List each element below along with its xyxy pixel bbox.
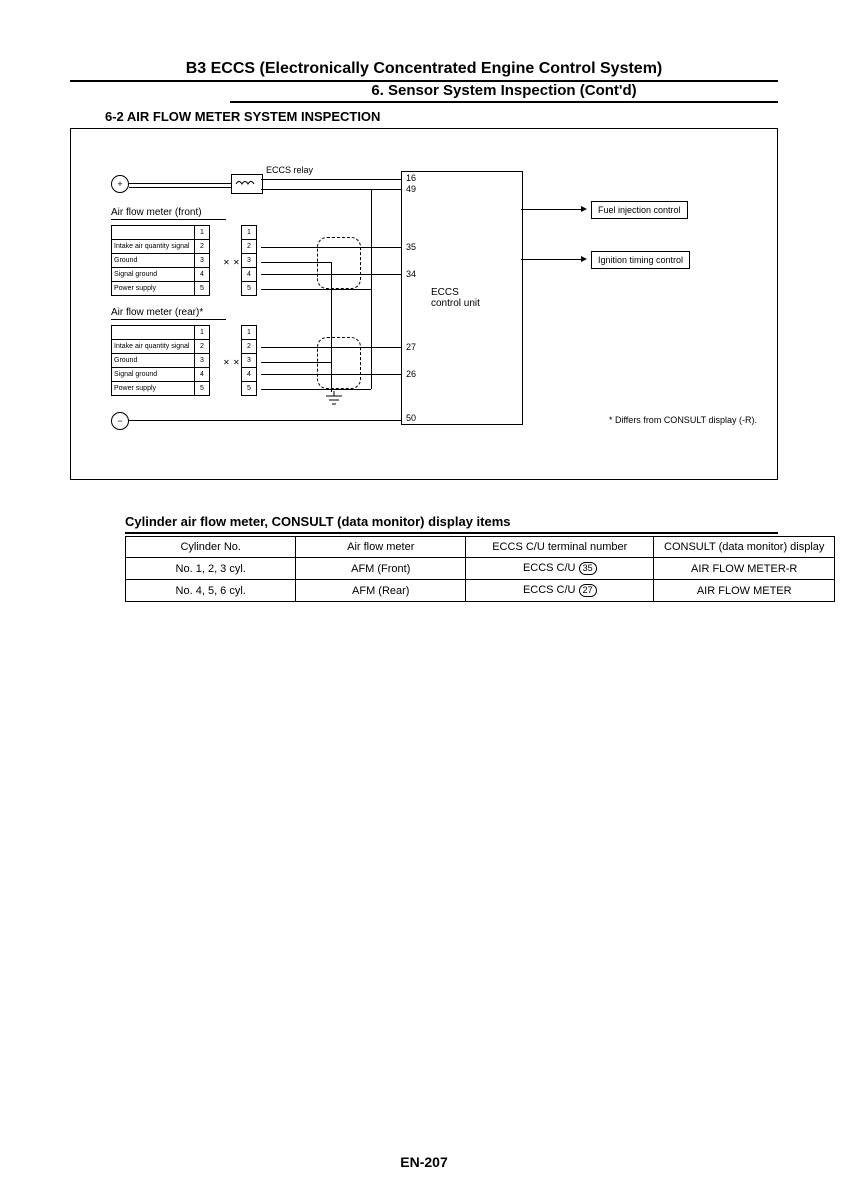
rear-meter-table: 1 Intake air quantity signal2 Ground3 Si…	[111, 325, 210, 396]
pin-label: 49	[406, 184, 416, 194]
cell: ECCS C/U 27	[466, 580, 654, 602]
col-header: CONSULT (data monitor) display	[654, 537, 835, 558]
coil-icon	[235, 179, 259, 189]
minus-terminal-icon: −	[111, 412, 129, 430]
connector-x-icon: ✕	[223, 258, 230, 267]
relay-label: ECCS relay	[266, 165, 313, 175]
cell: No. 1, 2, 3 cyl.	[126, 558, 296, 580]
shield-icon	[317, 237, 361, 289]
consult-display-table: Cylinder No. Air flow meter ECCS C/U ter…	[125, 536, 835, 602]
ground-icon	[324, 391, 344, 412]
connector-x-icon: ✕	[233, 258, 240, 267]
cell: AIR FLOW METER	[654, 580, 835, 602]
pin-label: 50	[406, 413, 416, 423]
wiring-diagram: + ECCS relay Air flow meter (front) 1 In…	[70, 128, 778, 480]
cell: AFM (Rear)	[296, 580, 466, 602]
arrow-right-icon	[521, 259, 581, 260]
col-header: ECCS C/U terminal number	[466, 537, 654, 558]
col-header: Cylinder No.	[126, 537, 296, 558]
front-meter-table: 1 Intake air quantity signal2 Ground3 Si…	[111, 225, 210, 296]
pin-label: 16	[406, 173, 416, 183]
fuel-injection-box: Fuel injection control	[591, 201, 688, 219]
table-row: No. 1, 2, 3 cyl. AFM (Front) ECCS C/U 35…	[126, 558, 835, 580]
cell: AIR FLOW METER-R	[654, 558, 835, 580]
front-meter-title: Air flow meter (front)	[111, 207, 226, 220]
arrow-right-icon	[521, 209, 581, 210]
eccs-relay-icon	[231, 174, 263, 194]
table-row: No. 4, 5, 6 cyl. AFM (Rear) ECCS C/U 27 …	[126, 580, 835, 602]
plus-terminal-icon: +	[111, 175, 129, 193]
pin-label: 27	[406, 342, 416, 352]
control-unit-label: ECCS control unit	[431, 287, 480, 309]
rear-meter-title: Air flow meter (rear)*	[111, 307, 226, 320]
front-connector: 1 2 3 4 5	[241, 225, 257, 296]
table-title: Cylinder air flow meter, CONSULT (data m…	[125, 514, 778, 534]
section-heading: 6-2 AIR FLOW METER SYSTEM INSPECTION	[105, 109, 798, 124]
pin-label: 26	[406, 369, 416, 379]
cell: ECCS C/U 35	[466, 558, 654, 580]
cell: AFM (Front)	[296, 558, 466, 580]
connector-x-icon: ✕	[233, 358, 240, 367]
pin-label: 35	[406, 242, 416, 252]
diagram-footnote: * Differs from CONSULT display (-R).	[609, 415, 757, 425]
cell: No. 4, 5, 6 cyl.	[126, 580, 296, 602]
ignition-timing-box: Ignition timing control	[591, 251, 690, 269]
pin-label: 34	[406, 269, 416, 279]
col-header: Air flow meter	[296, 537, 466, 558]
page-number: EN-207	[0, 1154, 848, 1170]
main-title: B3 ECCS (Electronically Concentrated Eng…	[70, 60, 778, 82]
connector-x-icon: ✕	[223, 358, 230, 367]
rear-connector: 1 2 3 4 5	[241, 325, 257, 396]
sub-title: 6. Sensor System Inspection (Cont'd)	[230, 82, 778, 103]
shield-icon	[317, 337, 361, 389]
